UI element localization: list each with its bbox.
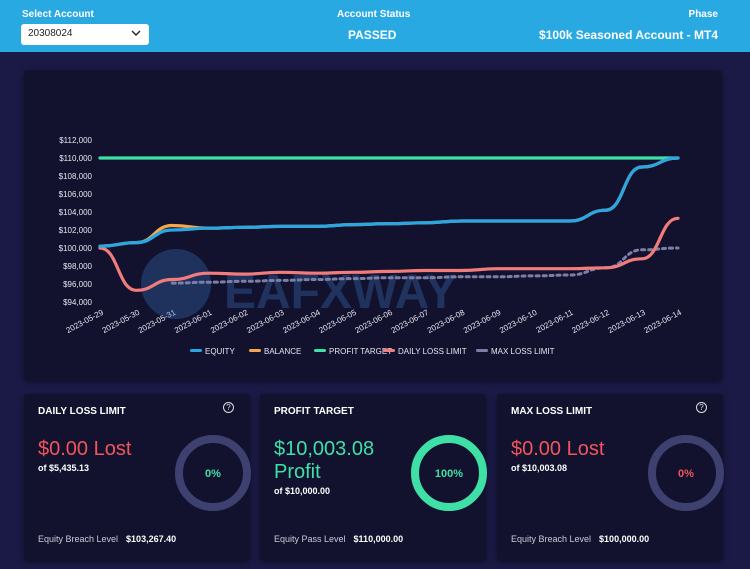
progress-percent: 0%	[678, 468, 694, 480]
x-tick-label: 2023-05-29	[65, 308, 106, 335]
limit-amount: of $10,003.08	[511, 463, 568, 473]
y-tick-label: $102,000	[59, 226, 93, 235]
limit-amount: of $5,435.13	[38, 463, 90, 473]
y-tick-label: $96,000	[63, 280, 92, 289]
legend-item[interactable]: EQUITY	[190, 347, 235, 356]
progress-percent: 100%	[435, 468, 463, 480]
phase-value: $100k Seasoned Account - MT4	[539, 28, 718, 42]
x-tick-label: 2023-06-12	[570, 308, 611, 335]
breach-level: Equity Breach Level $103,267.40	[38, 534, 176, 544]
account-select-value: 20308024	[28, 28, 73, 39]
y-tick-label: $108,000	[59, 172, 93, 181]
x-tick-label: 2023-06-11	[535, 308, 575, 335]
target-amount: of $10,000.00	[274, 486, 331, 496]
legend-item[interactable]: PROFIT TARGET	[314, 347, 392, 356]
performance-chart: $94,000 $96,000 $98,000 $100,000 $102,000 $10…	[59, 136, 684, 356]
y-tick-label: $104,000	[59, 208, 93, 217]
card-title: DAILY LOSS LIMIT	[38, 406, 126, 417]
legend-label: DAILY LOSS LIMIT	[398, 347, 467, 356]
legend-label: BALANCE	[264, 347, 301, 356]
x-tick-label: 2023-06-14	[643, 308, 684, 335]
help-icon[interactable]: ?	[223, 402, 234, 413]
profit-amount: $10,003.08	[274, 438, 375, 460]
card-title: PROFIT TARGET	[274, 406, 354, 417]
legend-swatch	[190, 349, 202, 352]
legend-swatch	[476, 349, 488, 352]
breach-level: Equity Breach Level $100,000.00	[511, 534, 649, 544]
breach-level-value: $100,000.00	[599, 534, 650, 544]
progress-ring: 0%	[175, 435, 251, 511]
account-select[interactable]: 20308024	[21, 24, 149, 45]
legend-label: EQUITY	[205, 347, 235, 356]
x-tick-label: 2023-06-09	[462, 308, 503, 335]
y-tick-label: $98,000	[63, 262, 92, 271]
y-tick-label: $110,000	[59, 154, 92, 163]
chevron-down-icon	[131, 30, 141, 36]
card-title: MAX LOSS LIMIT	[511, 406, 593, 417]
x-tick-label: 2023-06-10	[498, 308, 539, 335]
x-tick-label: 2023-06-13	[606, 308, 647, 335]
pass-level-label: Equity Pass Level	[274, 534, 346, 544]
y-tick-label: $100,000	[59, 244, 93, 253]
help-icon[interactable]: ?	[696, 402, 707, 413]
y-tick-label: $106,000	[59, 190, 93, 199]
profit-target-card: PROFIT TARGET $10,003.08 Profit of $10,0…	[260, 394, 487, 560]
phase-label: Phase	[688, 9, 718, 20]
account-status-label: Account Status	[337, 9, 411, 20]
breach-level-label: Equity Breach Level	[38, 534, 119, 544]
performance-chart-card: $94,000 $96,000 $98,000 $100,000 $102,000 $10…	[24, 70, 722, 380]
watermark-text: EAFXWAY	[224, 266, 457, 319]
pass-level-value: $110,000.00	[353, 534, 404, 544]
select-account-label: Select Account	[22, 9, 94, 20]
progress-percent: 0%	[205, 468, 221, 480]
legend-label: PROFIT TARGET	[329, 347, 392, 356]
legend-swatch	[314, 349, 326, 352]
y-tick-label: $112,000	[59, 136, 92, 145]
lost-amount: $0.00 Lost	[38, 438, 132, 460]
series-line-equity	[98, 156, 680, 248]
daily-loss-limit-card: DAILY LOSS LIMIT ? $0.00 Lost of $5,435.…	[24, 394, 251, 560]
account-status-value: PASSED	[348, 28, 397, 42]
legend-item[interactable]: DAILY LOSS LIMIT	[383, 347, 467, 356]
profit-label: Profit	[274, 461, 321, 483]
progress-ring: 0%	[648, 435, 724, 511]
account-header: Select Account 20308024 Account Status P…	[0, 0, 750, 52]
legend-item[interactable]: MAX LOSS LIMIT	[476, 347, 555, 356]
series-line-daily-loss-limit	[98, 216, 680, 292]
pass-level: Equity Pass Level $110,000.00	[274, 534, 403, 544]
legend-swatch	[249, 349, 261, 352]
breach-level-label: Equity Breach Level	[511, 534, 592, 544]
y-tick-label: $94,000	[63, 298, 92, 307]
series-line-balance	[98, 156, 680, 248]
lost-amount: $0.00 Lost	[511, 438, 605, 460]
legend-label: MAX LOSS LIMIT	[491, 347, 555, 356]
x-tick-label: 2023-05-30	[101, 308, 142, 335]
legend-item[interactable]: BALANCE	[249, 347, 301, 356]
breach-level-value: $103,267.40	[126, 534, 177, 544]
legend-swatch	[383, 349, 395, 352]
progress-ring: 100%	[411, 435, 487, 511]
max-loss-limit-card: MAX LOSS LIMIT ? $0.00 Lost of $10,003.0…	[497, 394, 724, 560]
